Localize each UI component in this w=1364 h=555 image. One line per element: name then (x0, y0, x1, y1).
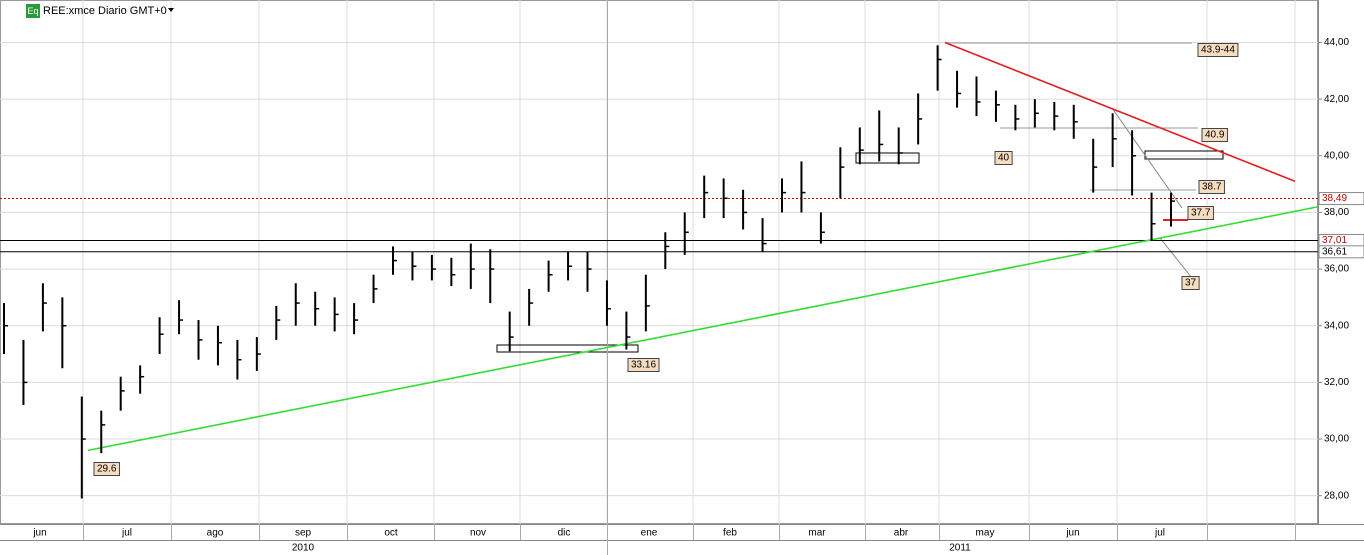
x-tick-label: jul (1154, 528, 1165, 539)
annotation: 29.6 (93, 462, 120, 476)
annotation: 40 (994, 151, 1013, 165)
x-tick-label: abr (894, 528, 909, 539)
annotation-box (1197, 43, 1239, 57)
level-label-box (1318, 192, 1364, 206)
trendline (944, 41, 1296, 183)
range-box (496, 344, 639, 353)
x-tick-label: feb (723, 528, 737, 539)
x-tick-label: sep (295, 528, 312, 539)
annotation: 33.16 (627, 358, 660, 372)
guide-line (1159, 237, 1193, 279)
annotation-label: 33.16 (631, 360, 656, 371)
annotation-label: 38.7 (1202, 182, 1222, 193)
y-tick-label: 44,00 (1324, 37, 1349, 48)
annotation-box (627, 358, 660, 372)
y-tick-label: 34,00 (1324, 320, 1349, 331)
annotation-box (1198, 180, 1225, 194)
y-tick-label: 42,00 (1324, 94, 1349, 105)
y-tick-label: 30,00 (1324, 434, 1349, 445)
annotation: 37 (1181, 276, 1200, 290)
trendline (87, 205, 1319, 452)
annotation-label: 43.9-44 (1201, 45, 1235, 56)
title-dropdown[interactable] (168, 8, 174, 12)
x-tick-label: jun (32, 528, 46, 539)
chart-title: REE:xmce Diario GMT+0 (43, 5, 167, 17)
x-tick-label: dic (558, 528, 571, 539)
icon-box (26, 4, 40, 18)
annotation-box (1187, 206, 1214, 220)
annotation: 43.9-44 (1197, 43, 1239, 57)
year-label: 2010 (292, 543, 315, 554)
y-tick-label: 36,00 (1324, 264, 1349, 275)
annotation-label: 29.6 (97, 464, 117, 475)
guide-line (1111, 107, 1183, 209)
y-tick-label: 28,00 (1324, 490, 1349, 501)
x-tick-label: jun (1065, 528, 1079, 539)
annotation-label: 40.9 (1205, 130, 1225, 141)
x-tick-label: jul (121, 528, 132, 539)
level-label: 38,49 (1322, 193, 1347, 204)
level-label-box (1318, 245, 1364, 259)
x-tick-label: may (976, 528, 995, 539)
annotation-box (93, 462, 120, 476)
level-label: 36,61 (1322, 246, 1347, 257)
x-tick-label: oct (384, 528, 398, 539)
plot-area (0, 0, 1318, 524)
icon: Eq (27, 6, 38, 16)
annotation-box (1181, 276, 1200, 290)
annotation-label: 37.7 (1191, 208, 1211, 219)
annotation: 38.7 (1198, 180, 1225, 194)
x-tick-label: ago (207, 528, 224, 539)
annotation: 40.9 (1201, 128, 1228, 142)
y-tick-label: 38,00 (1324, 207, 1349, 218)
annotation-label: 40 (998, 153, 1010, 164)
x-tick-label: ene (641, 528, 658, 539)
level-label: 37,01 (1322, 235, 1347, 246)
annotation-box (1201, 128, 1228, 142)
range-box (855, 152, 920, 164)
annotation-label: 37 (1185, 278, 1197, 289)
x-tick-label: mar (808, 528, 826, 539)
year-label: 2011 (949, 543, 971, 554)
annotation: 37.7 (1187, 206, 1214, 220)
x-tick-label: nov (470, 528, 486, 539)
y-tick-label: 40,00 (1324, 150, 1349, 161)
y-tick-label: 32,00 (1324, 377, 1349, 388)
annotation-box (994, 151, 1013, 165)
